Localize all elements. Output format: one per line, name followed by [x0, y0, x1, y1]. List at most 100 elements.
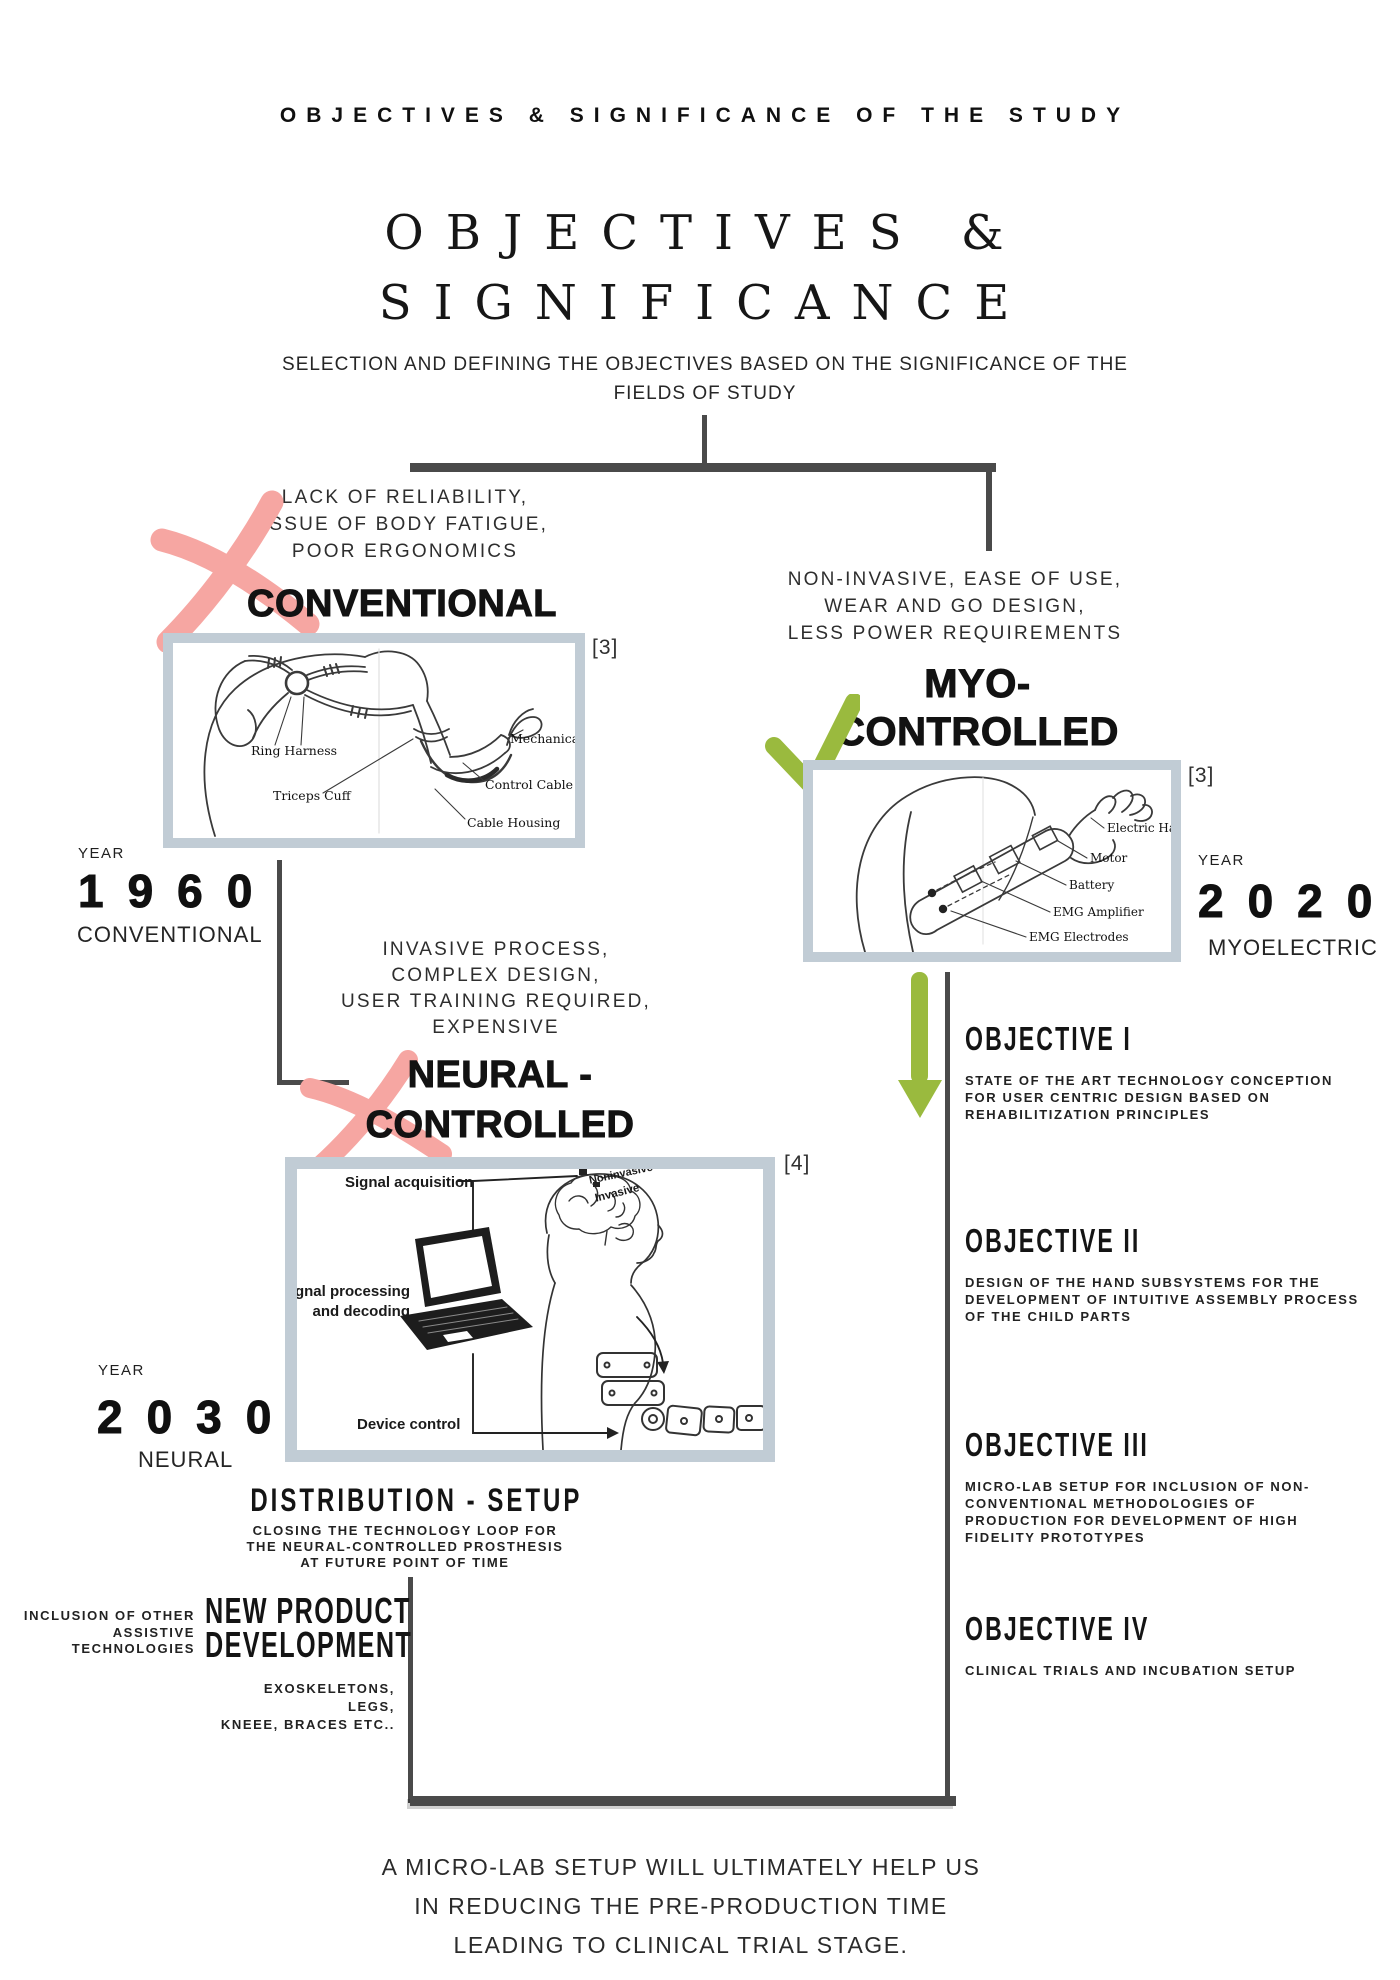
down-arrow-icon — [898, 972, 942, 1118]
year-caption-neural: NEURAL — [138, 1447, 234, 1472]
objective-3-body: MICRO-LAB SETUP FOR INCLUSION OF NON- CO… — [965, 1478, 1365, 1546]
page-eyebrow: OBJECTIVES & SIGNIFICANCE OF THE STUDY — [279, 104, 1131, 127]
npd-body-line2: KNEEE, BRACES ETC.. — [220, 1717, 395, 1732]
objective-2-title: OBJECTIVE II — [965, 1222, 1141, 1259]
npd-side-note: INCLUSION OF OTHER ASSISTIVE TECHNOLOGIE… — [20, 1608, 195, 1658]
x-mark-conventional-icon — [150, 490, 320, 652]
neural-title-line2: CONTROLLED — [365, 1104, 635, 1147]
connector-left-vertical — [277, 860, 282, 1085]
distribution-line2: THE NEURAL-CONTROLLED PROSTHESIS — [246, 1539, 564, 1554]
objective-3-title: OBJECTIVE III — [965, 1426, 1149, 1463]
myo-pros-line1: NON-INVASIVE, EASE OF USE, — [787, 569, 1123, 590]
conventional-cons-line2: ISSUE OF BODY FATIGUE, — [261, 514, 549, 535]
triceps-cuff-label: Triceps Cuff — [273, 788, 352, 803]
objective-1-title: OBJECTIVE I — [965, 1020, 1132, 1057]
neural-cons-text: INVASIVE PROCESS, COMPLEX DESIGN, USER T… — [326, 937, 666, 1041]
conventional-citation: [3] — [592, 636, 619, 659]
myo-title-line2: CONTROLLED — [836, 710, 1119, 755]
conventional-cons-line3: POOR ERGONOMICS — [291, 541, 519, 562]
npd-title-line1: NEW PRODUCT — [205, 1590, 411, 1631]
objective-1-line2: FOR USER CENTRIC DESIGN BASED ON — [965, 1090, 1271, 1105]
connector-branch-bar — [410, 463, 996, 472]
objective-2: OBJECTIVE II DESIGN OF THE HAND SUBSYSTE… — [965, 1222, 1365, 1325]
subtitle-line1: SELECTION AND DEFINING THE OBJECTIVES BA… — [282, 354, 1128, 375]
distribution-drop-line — [408, 1577, 413, 1803]
distribution-line1: CLOSING THE TECHNOLOGY LOOP FOR — [252, 1523, 558, 1538]
neural-title-line1: NEURAL - — [407, 1054, 593, 1097]
distribution-body: CLOSING THE TECHNOLOGY LOOP FOR THE NEUR… — [195, 1523, 615, 1571]
signal-processing-label-line2: and decoding — [313, 1303, 411, 1320]
battery-label: Battery — [1069, 878, 1114, 892]
objective-3-line4: FIDELITY PROTOTYPES — [965, 1530, 1146, 1545]
page-subtitle: SELECTION AND DEFINING THE OBJECTIVES BA… — [5, 350, 1400, 408]
device-control-label: Device control — [357, 1416, 460, 1433]
noninvasive-label: Noninvasive — [588, 1169, 654, 1187]
myo-title: MYO- CONTROLLED — [765, 660, 1190, 756]
conventional-figure: Ring Harness Triceps Cuff Mechanical H C… — [163, 633, 585, 848]
year-label-1960: YEAR — [78, 845, 125, 862]
npd-body-line1: EXOSKELETONS, LEGS, — [263, 1681, 395, 1714]
objective-1: OBJECTIVE I STATE OF THE ART TECHNOLOGY … — [965, 1020, 1365, 1123]
npd-note-line3: TECHNOLOGIES — [71, 1641, 195, 1656]
neural-figure: Signal acquisition Signal processing and… — [285, 1157, 775, 1462]
myo-pros-line2: WEAR AND GO DESIGN, — [824, 596, 1086, 617]
year-caption-conventional: CONVENTIONAL — [77, 922, 263, 947]
connector-stem — [702, 415, 707, 465]
footer-note: A MICRO-LAB SETUP WILL ULTIMATELY HELP U… — [311, 1848, 1051, 1965]
signal-processing-label-line1: Signal processing — [297, 1283, 410, 1300]
page-title: OBJECTIVES & SIGNIFICANCE — [5, 198, 1400, 338]
page-title-line1: OBJECTIVES & — [384, 205, 1026, 261]
conventional-cons-text: LACK OF RELIABILITY, ISSUE OF BODY FATIG… — [185, 484, 625, 565]
distribution-line3: AT FUTURE POINT OF TIME — [300, 1555, 510, 1570]
neural-citation: [4] — [784, 1152, 811, 1175]
neural-control-drawing: Signal acquisition Signal processing and… — [297, 1169, 763, 1450]
year-1960: 1960 — [77, 865, 277, 918]
page-title-line2: SIGNIFICANCE — [378, 275, 1032, 331]
year-2020: 2020 — [1197, 875, 1397, 928]
subtitle-line2: FIELDS OF STUDY — [613, 383, 797, 404]
neural-cons-line4: EXPENSIVE — [432, 1017, 560, 1038]
cable-housing-label: Cable Housing — [467, 815, 560, 830]
control-cable-label: Control Cable — [485, 777, 573, 792]
emg-electrodes-label: EMG Electrodes — [1029, 930, 1129, 944]
npd-note-line2: ASSISTIVE — [112, 1624, 195, 1640]
objective-3-line1: MICRO-LAB SETUP FOR INCLUSION OF NON- — [965, 1479, 1310, 1494]
objective-2-line3: OF THE CHILD PARTS — [965, 1309, 1132, 1324]
objective-2-body: DESIGN OF THE HAND SUBSYSTEMS FOR THE DE… — [965, 1274, 1365, 1325]
npd-body: EXOSKELETONS, LEGS, KNEEE, BRACES ETC.. — [215, 1680, 395, 1734]
year-caption-myoelectric: MYOELECTRIC — [1208, 935, 1378, 960]
year-2030: 2030 — [96, 1391, 296, 1444]
myoelectric-prosthesis-drawing: Electric Han Motor Battery EMG Amplifier… — [855, 776, 1171, 952]
bottom-connector-bar — [410, 1796, 956, 1806]
year-label-2030: YEAR — [98, 1362, 145, 1379]
objective-1-line1: STATE OF THE ART TECHNOLOGY CONCEPTION — [965, 1073, 1333, 1088]
footer-line1: A MICRO-LAB SETUP WILL ULTIMATELY HELP U… — [381, 1854, 981, 1880]
conventional-cons-line1: LACK OF RELIABILITY, — [281, 487, 529, 508]
objective-1-body: STATE OF THE ART TECHNOLOGY CONCEPTION F… — [965, 1072, 1365, 1123]
ring-harness-label: Ring Harness — [251, 743, 337, 758]
emg-amplifier-label: EMG Amplifier — [1053, 905, 1144, 919]
objectives-timeline-line — [945, 972, 950, 1802]
myo-citation: [3] — [1188, 764, 1215, 787]
objective-4-line1: CLINICAL TRIALS AND INCUBATION SETUP — [965, 1663, 1297, 1678]
neural-cons-line2: COMPLEX DESIGN, — [391, 965, 601, 986]
objective-4-title: OBJECTIVE IV — [965, 1610, 1150, 1647]
invasive-label: Invasive — [594, 1182, 641, 1205]
myo-pros-line3: LESS POWER REQUIREMENTS — [787, 623, 1123, 644]
footer-line2: IN REDUCING THE PRE-PRODUCTION TIME — [414, 1893, 948, 1919]
objective-1-line3: REHABILITIZATION PRINCIPLES — [965, 1107, 1211, 1122]
distribution-title: DISTRIBUTION - SETUP — [250, 1482, 583, 1518]
objective-3: OBJECTIVE III MICRO-LAB SETUP FOR INCLUS… — [965, 1426, 1365, 1546]
objective-4-body: CLINICAL TRIALS AND INCUBATION SETUP — [965, 1662, 1365, 1679]
conventional-prosthesis-drawing: Ring Harness Triceps Cuff Mechanical H C… — [203, 648, 575, 837]
myo-figure: Electric Han Motor Battery EMG Amplifier… — [803, 760, 1181, 962]
motor-label: Motor — [1090, 851, 1128, 865]
objective-4: OBJECTIVE IV CLINICAL TRIALS AND INCUBAT… — [965, 1610, 1365, 1679]
objective-3-line3: PRODUCTION FOR DEVELOPMENT OF HIGH — [965, 1513, 1299, 1528]
neural-cons-line1: INVASIVE PROCESS, — [382, 939, 610, 960]
neural-cons-line3: USER TRAINING REQUIRED, — [341, 991, 651, 1012]
connector-right-drop — [986, 463, 992, 551]
footer-line3: LEADING TO CLINICAL TRIAL STAGE. — [453, 1932, 909, 1958]
objective-2-line2: DEVELOPMENT OF INTUITIVE ASSEMBLY PROCES… — [965, 1292, 1359, 1307]
